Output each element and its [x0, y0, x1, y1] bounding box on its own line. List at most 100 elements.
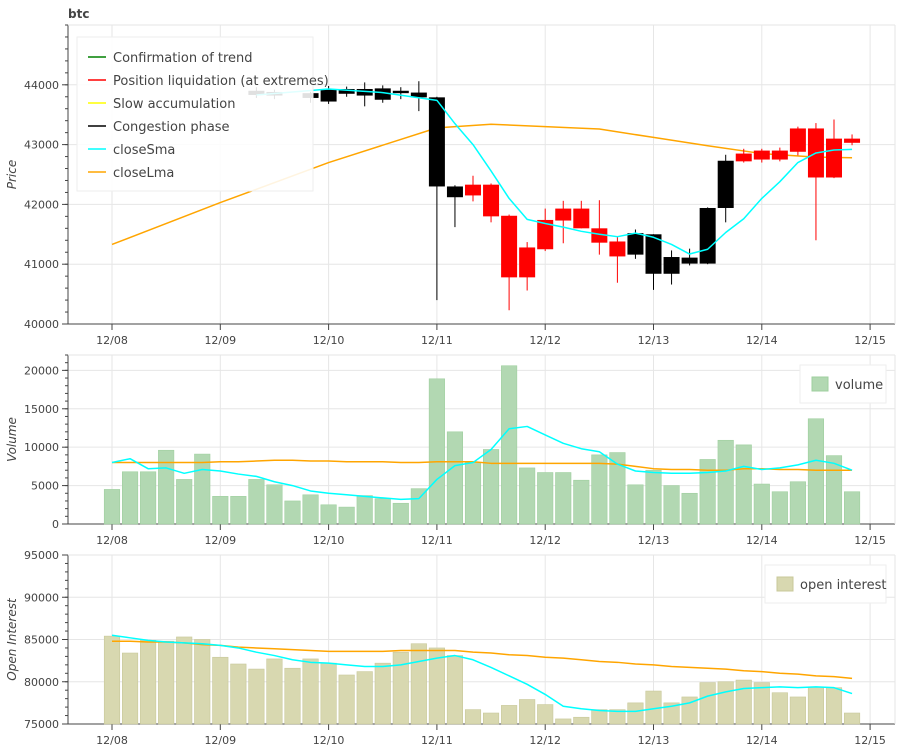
oi-sma-line	[111, 634, 853, 713]
volume-bar	[843, 491, 861, 525]
chart-title: btc	[68, 7, 89, 21]
open-interest-bar	[663, 702, 680, 725]
open-interest-bar	[140, 640, 157, 725]
volume-bar	[645, 469, 662, 525]
y-tick-label: 85000	[24, 634, 59, 647]
volume-bar	[717, 439, 734, 525]
candle-body	[789, 128, 806, 152]
y-axis-label: Price	[5, 160, 19, 189]
candle-body	[374, 88, 391, 100]
volume-bar	[771, 491, 788, 525]
panel-0: 40000 41000 42000 43000 44000 12/08 12/09 12/10…	[5, 7, 896, 347]
x-tick-label: 12/12	[529, 334, 561, 347]
panel-1: 0 5000 10000 15000 20000 12/08 12/09 12/10 12/11…	[5, 354, 896, 547]
volume-bar	[194, 453, 211, 525]
legend-label: closeLma	[113, 166, 174, 181]
volume-bar	[609, 452, 626, 525]
legend-label: Confirmation of trend	[113, 51, 253, 66]
candle-body	[826, 138, 842, 178]
x-tick-label: 12/09	[204, 534, 236, 547]
volume-bar	[807, 418, 825, 525]
open-interest-bar	[789, 696, 806, 725]
candle-body	[446, 186, 463, 198]
open-interest-bar	[501, 705, 518, 725]
candle-body	[428, 97, 445, 187]
candle-body	[573, 208, 590, 229]
x-tick-label: 12/10	[313, 334, 345, 347]
x-tick-label: 12/09	[204, 734, 236, 747]
candle-body	[410, 92, 427, 98]
y-tick-label: 40000	[24, 318, 59, 331]
x-tick-label: 12/14	[746, 334, 778, 347]
candle-body	[753, 150, 770, 160]
y-tick-label: 41000	[24, 258, 59, 271]
open-interest-bar	[176, 636, 193, 725]
candle-body	[537, 219, 554, 250]
x-tick-label: 12/14	[746, 734, 778, 747]
candle-body	[717, 160, 734, 208]
x-tick-label: 12/09	[204, 334, 236, 347]
volume-bar	[266, 484, 283, 525]
y-tick-label: 95000	[24, 549, 59, 562]
oi-legend: open interest	[764, 564, 887, 604]
volume-bar	[230, 496, 247, 525]
candle-body	[735, 153, 752, 162]
volume-bar	[501, 365, 518, 525]
open-interest-bar	[717, 681, 734, 725]
volume-bar	[248, 479, 265, 525]
open-interest-bar	[825, 687, 843, 725]
volume-bar	[122, 471, 139, 525]
volume-bar	[681, 492, 698, 525]
open-interest-bar	[482, 712, 500, 725]
y-axis-label: Volume	[5, 417, 19, 462]
volume-bar	[627, 484, 644, 525]
open-interest-bar	[230, 663, 247, 725]
y-tick-label: 80000	[24, 676, 59, 689]
volume-bar	[410, 488, 427, 525]
candle-body	[609, 241, 626, 257]
open-interest-bar	[374, 662, 391, 725]
x-tick-label: 12/13	[638, 334, 670, 347]
x-tick-label: 12/15	[854, 534, 886, 547]
volume-bar	[212, 496, 229, 525]
volume-legend: volume	[799, 364, 887, 404]
x-tick-label: 12/12	[529, 734, 561, 747]
volume-bar	[140, 471, 157, 525]
candle-body	[465, 184, 481, 196]
x-tick-label: 12/14	[746, 534, 778, 547]
volume-bar	[158, 449, 175, 525]
candle-body	[392, 90, 409, 94]
open-interest-bar	[537, 704, 554, 725]
y-tick-label: 15000	[24, 403, 59, 416]
open-interest-bar	[735, 679, 752, 725]
x-tick-label: 12/15	[854, 734, 886, 747]
open-interest-bar	[392, 651, 409, 725]
y-tick-label: 43000	[24, 139, 59, 152]
volume-bar	[320, 504, 337, 525]
volume-bar	[735, 444, 752, 525]
y-axis-label: Open Interest	[5, 597, 19, 681]
volume-bar	[663, 485, 680, 525]
volume-bar	[374, 498, 391, 525]
panel-2: 75000 80000 85000 90000 95000 12/08 12/09 12/10…	[5, 549, 896, 747]
x-tick-label: 12/08	[96, 534, 128, 547]
open-interest-bar	[843, 712, 861, 725]
candle-body	[591, 228, 608, 243]
candle-body	[844, 138, 861, 143]
open-interest-bar	[103, 635, 121, 725]
open-interest-bar	[519, 699, 536, 725]
open-interest-bar	[338, 674, 355, 725]
open-interest-bar	[302, 658, 319, 725]
open-interest-bar	[428, 647, 445, 725]
legend-box	[76, 36, 314, 192]
volume-bar	[428, 378, 445, 525]
x-tick-label: 12/15	[854, 334, 886, 347]
legend-label: Slow accumulation	[113, 97, 235, 112]
open-interest-bar	[356, 671, 373, 725]
open-interest-bar	[555, 718, 572, 725]
x-tick-label: 12/13	[638, 534, 670, 547]
volume-bar	[573, 479, 590, 525]
candle-body	[555, 208, 572, 221]
volume-bar	[753, 483, 770, 525]
